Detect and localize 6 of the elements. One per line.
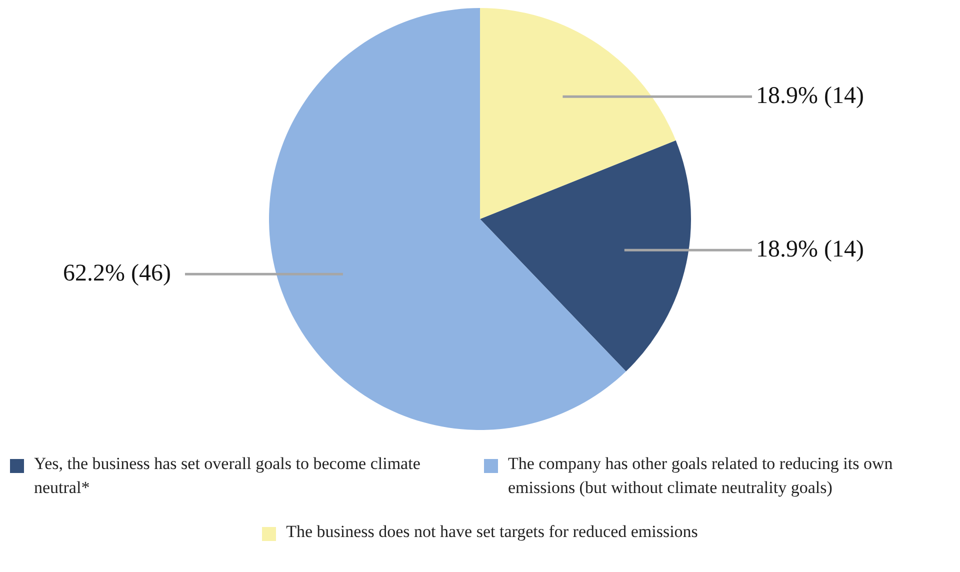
- legend-label: The company has other goals related to reducing its own emissions (but without climate neutrality goals): [508, 453, 894, 499]
- data-label: 18.9% (14): [756, 236, 864, 262]
- legend-label: Yes, the business has set overall goals to become climate neutral*: [34, 453, 422, 499]
- data-label: 18.9% (14): [756, 82, 864, 109]
- data-label: 62.2% (46): [63, 260, 171, 286]
- legend-label: The business does not have set targets for reduced emissions: [286, 521, 698, 543]
